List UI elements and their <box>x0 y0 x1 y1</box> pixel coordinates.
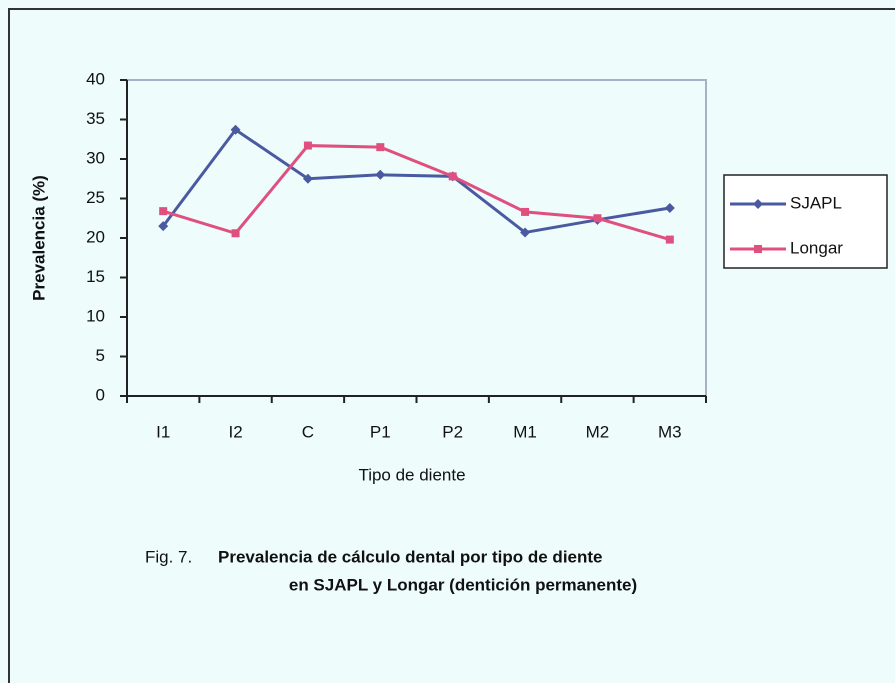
legend-label: Longar <box>790 238 843 257</box>
caption-line: Prevalencia de cálculo dental por tipo d… <box>218 547 603 566</box>
y-tick-label: 20 <box>86 227 105 246</box>
y-tick-label: 30 <box>86 148 105 167</box>
point <box>303 141 312 150</box>
y-tick-label: 35 <box>86 109 105 128</box>
y-tick-label: 40 <box>86 69 105 88</box>
legend-box <box>723 174 888 269</box>
frame <box>8 8 895 683</box>
x-axis-label: Tipo de diente <box>358 465 465 484</box>
point <box>302 173 313 184</box>
x-tick-label: P1 <box>370 422 391 441</box>
x-tick-label: P2 <box>442 422 463 441</box>
series-line <box>162 144 671 242</box>
point <box>665 235 674 244</box>
x-tick-label: M3 <box>658 422 682 441</box>
plot-border <box>127 79 707 396</box>
y-axis-label: Prevalencia (%) <box>29 175 48 301</box>
legend-marker <box>754 245 762 253</box>
point <box>520 227 531 238</box>
y-tick-label: 15 <box>86 267 105 286</box>
x-tick-label: I1 <box>156 422 170 441</box>
legend-label: SJAPL <box>790 193 842 212</box>
point <box>375 169 386 180</box>
y-tick-label: 25 <box>86 188 105 207</box>
series-line <box>161 127 671 235</box>
y-tick-label: 10 <box>86 306 105 325</box>
y-tick-label: 0 <box>96 385 105 404</box>
x-tick-label: M1 <box>513 422 537 441</box>
x-tick-label: C <box>302 422 314 441</box>
point <box>158 221 169 232</box>
point <box>159 207 168 216</box>
x-tick-label: I2 <box>228 422 242 441</box>
point <box>376 143 385 152</box>
point <box>448 172 457 181</box>
point <box>521 207 530 216</box>
point <box>230 124 241 135</box>
x-tick-label: M2 <box>586 422 610 441</box>
point <box>231 229 240 238</box>
point <box>664 202 675 213</box>
caption-label: Fig. 7. <box>145 547 192 566</box>
y-tick-label: 5 <box>96 346 105 365</box>
legend-marker <box>753 199 763 209</box>
caption-line: en SJAPL y Longar (dentición permanente) <box>289 575 637 594</box>
point <box>593 214 602 223</box>
